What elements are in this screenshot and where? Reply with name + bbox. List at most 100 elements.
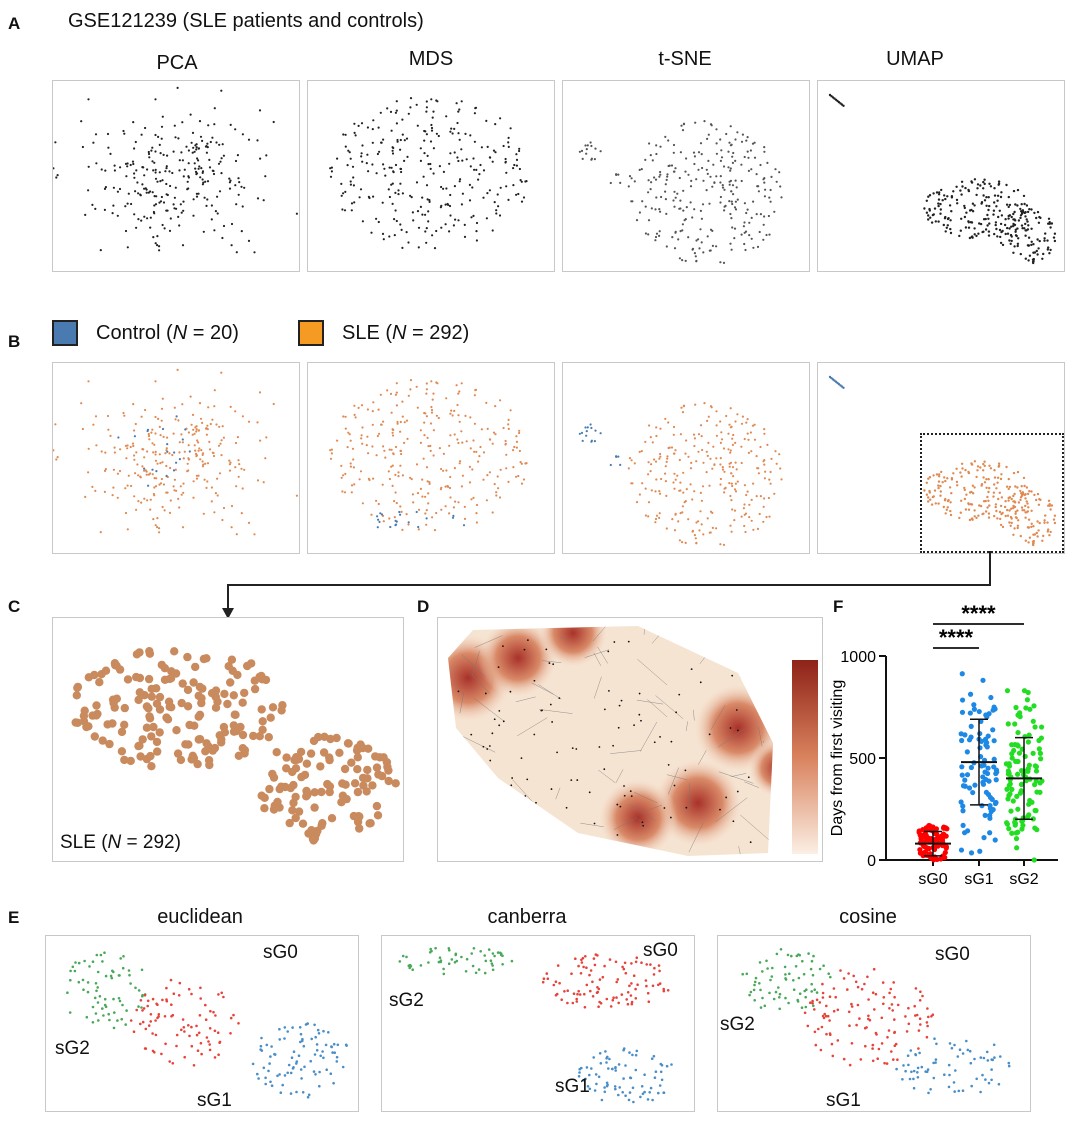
scatter-point [970, 208, 973, 212]
scatter-point [734, 208, 738, 211]
scatter-point [88, 965, 91, 968]
scatter-point [664, 190, 667, 193]
scatter-point [423, 411, 426, 415]
scatter-point [180, 211, 183, 214]
scatter-point [119, 166, 122, 169]
scatter-point [118, 999, 122, 1003]
scatter-point [730, 248, 733, 251]
scatter-point [1052, 518, 1056, 521]
scatter-point [719, 261, 722, 264]
scatter-point [383, 449, 386, 452]
legend-sle-swatch [298, 320, 324, 346]
scatter-point [1025, 229, 1028, 232]
scatter-point [729, 451, 732, 454]
scatter-point [182, 457, 185, 460]
scatter-point [161, 115, 164, 118]
scatter-point [800, 1006, 804, 1009]
scatter-point [880, 1016, 884, 1020]
scatter-point [342, 133, 345, 136]
scatter-point [672, 433, 675, 436]
scatter-point [679, 151, 682, 154]
scatter-point [654, 208, 657, 211]
scatter-point [317, 821, 326, 830]
sample-point [459, 800, 462, 803]
scatter-point [763, 146, 766, 149]
scatter-point [169, 978, 173, 982]
scatter-point [509, 409, 512, 412]
scatter-point [728, 180, 731, 183]
contour-line [762, 741, 765, 744]
scatter-point [786, 953, 790, 957]
scatter-point [159, 482, 163, 485]
scatter-point [566, 1001, 569, 1005]
scatter-point [924, 1070, 927, 1073]
scatter-point [84, 673, 93, 682]
scatter-point [940, 188, 943, 192]
scatter-point [272, 120, 275, 124]
scatter-point [585, 966, 588, 969]
scatter-point [654, 1070, 658, 1073]
scatter-point [944, 479, 947, 483]
data-point-sG2 [1031, 857, 1037, 863]
scatter-point [1047, 499, 1051, 502]
scatter-point [662, 989, 666, 993]
scatter-point [150, 431, 153, 434]
sample-point [556, 751, 558, 754]
scatter-point [96, 986, 99, 989]
scatter-point [494, 433, 497, 436]
scatter-point [959, 471, 962, 474]
scatter-point [501, 954, 504, 958]
scatter-point [99, 531, 102, 534]
scatter-point [384, 174, 387, 177]
data-point-sG1 [960, 822, 966, 828]
scatter-point [90, 732, 99, 741]
scatter-point [111, 969, 114, 973]
scatter-point [764, 188, 767, 191]
scatter-point [81, 427, 84, 431]
scatter-point [208, 1027, 212, 1030]
scatter-point [1024, 504, 1027, 508]
scatter-point [985, 1050, 989, 1054]
scatter-point [646, 1098, 650, 1101]
scatter-point [947, 217, 950, 220]
sample-point [693, 633, 696, 636]
scatter-point [172, 469, 176, 472]
scatter-point [237, 459, 240, 462]
scatter-point [762, 238, 765, 241]
scatter-point [448, 204, 452, 208]
scatter-point [613, 1085, 617, 1088]
scatter-point [740, 445, 743, 448]
scatter-point [273, 1053, 277, 1056]
scatter-point [1048, 503, 1051, 506]
scatter-point [161, 427, 165, 431]
scatter-point [976, 183, 980, 186]
scatter-point [1050, 504, 1054, 507]
scatter-point [614, 960, 618, 964]
scatter-point [258, 717, 267, 726]
scatter-point [287, 1063, 291, 1067]
scatter-point [453, 185, 456, 188]
scatter-point [312, 1070, 316, 1073]
scatter-point [199, 1041, 203, 1045]
scatter-point [421, 478, 424, 481]
scatter-point [234, 751, 243, 760]
scatter-point [354, 134, 357, 137]
scatter-point [172, 432, 175, 435]
scatter-point [120, 703, 129, 713]
scatter-point [578, 1067, 581, 1071]
scatter-point [630, 982, 633, 985]
scatter-point [452, 224, 455, 227]
scatter-point [292, 1050, 296, 1053]
scatter-point [1047, 528, 1050, 531]
scatter-point [470, 498, 473, 501]
sample-point [457, 690, 460, 693]
scatter-point [1024, 257, 1027, 260]
scatter-point [1007, 195, 1010, 199]
scatter-point [626, 991, 630, 994]
scatter-point [740, 233, 743, 236]
scatter-point [731, 155, 734, 158]
scatter-point [927, 1015, 930, 1019]
scatter-point [457, 392, 460, 395]
scatter-point [382, 238, 385, 241]
scatter-point [463, 235, 467, 238]
